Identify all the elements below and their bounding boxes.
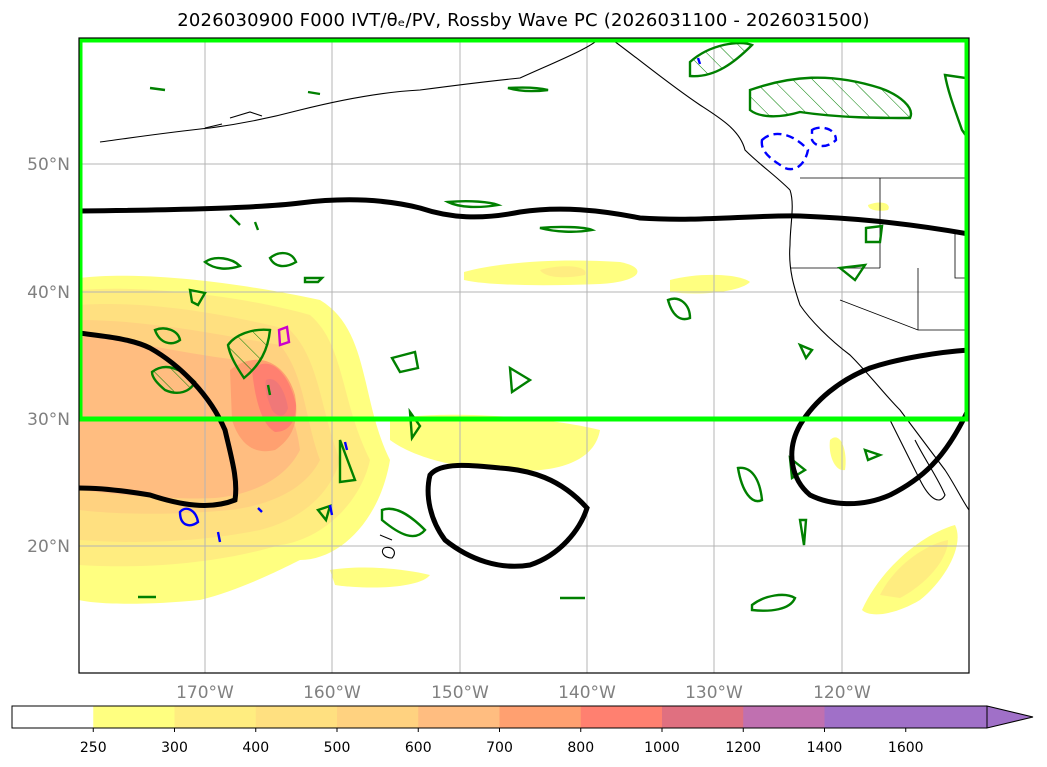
colorbar-tick-label: 800 [567,740,594,756]
colorbar-swatch [255,706,338,728]
colorbar-swatch [580,706,663,728]
pv-contour [798,518,808,546]
pv-contour [750,593,797,612]
analysis-domain-box [79,38,969,422]
colorbar-swatch [743,706,825,728]
pv-contour [315,504,332,523]
ivt-250-region [330,567,430,588]
hawaii-islands [379,534,395,559]
colorbar-tick-label: 700 [486,740,513,756]
lon-label-130w: 130°W [685,683,743,703]
pc-contour [425,462,590,569]
pv-contour [380,507,427,538]
extra-contour [277,325,291,347]
colorbar-swatch [499,706,582,728]
lon-label-150w: 150°W [431,683,489,703]
lat-label-30n: 30°N [27,410,70,430]
negative-pv-contours [178,57,838,543]
pv-contour [864,224,884,244]
pv-contour [736,466,764,503]
colorbar-tick-label: 400 [242,740,269,756]
colorbar-tick-label: 300 [161,740,188,756]
ivt-250-region [390,414,600,471]
colorbar-swatch [93,706,175,728]
colorbar-swatch [824,706,907,728]
colorbar-tick-label: 600 [405,740,432,756]
pv-contour [797,342,814,361]
alaska-coast [99,38,601,143]
lon-label-140w: 140°W [558,683,616,703]
pv-contour [443,200,503,209]
pv-contour [688,41,755,78]
pv-contour [303,276,325,284]
ivt-300-region [880,540,948,598]
colorbar-tick-label: 500 [324,740,351,756]
negative-pv-contour [216,57,702,543]
pv-contour [863,448,884,462]
colorbar-tick-label: 250 [80,740,107,756]
north-america-west-coast [789,189,969,511]
lat-label-20n: 20°N [27,537,70,557]
colorbar-extend-arrow [986,705,1034,729]
pc-contour [79,330,239,508]
baja-california [889,419,946,501]
state-borders [790,177,969,331]
lon-label-160w: 160°W [303,683,361,703]
lat-label-40n: 40°N [27,283,70,303]
coastlines [99,38,969,559]
pv-contour [188,288,207,307]
pv-contours [138,41,969,612]
ivt-250-region [670,274,750,294]
pv-contour [149,86,321,231]
colorbar-tick-label: 1600 [888,740,924,756]
pv-contour [338,439,357,484]
pv-contour [268,251,298,268]
colorbar-swatch [905,706,988,728]
colorbar-swatch [418,706,500,728]
colorbar-tick-label: 1000 [644,740,680,756]
negative-pv-contour [760,132,810,171]
pv-contour [507,86,549,93]
ivt-1000-region [265,379,288,416]
pc-contour [789,347,969,507]
pv-contour [539,225,597,233]
alaska-islands [204,111,263,129]
southeast-alaska-coast [609,38,791,191]
pv-contour [666,297,692,321]
colorbar-tick-label: 1400 [807,740,843,756]
lon-label-170w: 170°W [176,683,234,703]
pv-contour [266,384,272,396]
lon-label-120w: 120°W [813,683,871,703]
map-title: 2026030900 F000 IVT/θₑ/PV, Rossby Wave P… [177,10,870,31]
rossby-wave-pc-lines [79,197,969,569]
pv-contour [748,76,913,120]
colorbar-swatch [337,706,419,728]
pv-contour [153,327,182,345]
ivt-colorbar: 250 300 400 500 600 700 800 1000 1200 1400 1600 [11,705,1034,756]
ivt-300-region [540,266,586,278]
lat-label-50n: 50°N [27,155,70,175]
pv-contour [508,365,533,395]
colorbar-swatch [12,706,94,728]
colorbar-tick-label: 1200 [725,740,761,756]
negative-pv-contour [178,507,200,527]
pv-contour [837,263,868,282]
pc-contour [79,197,969,237]
pv-contour [390,350,420,374]
ivt-250-region [829,437,846,471]
map-frame [78,37,970,674]
colorbar-swatch [662,706,744,728]
ivt-250-region [868,202,889,211]
pv-contour [226,328,272,380]
colorbar-swatch [174,706,257,728]
negative-pv-contour [810,126,838,148]
map-panel [79,38,969,673]
pv-contour [202,256,243,270]
